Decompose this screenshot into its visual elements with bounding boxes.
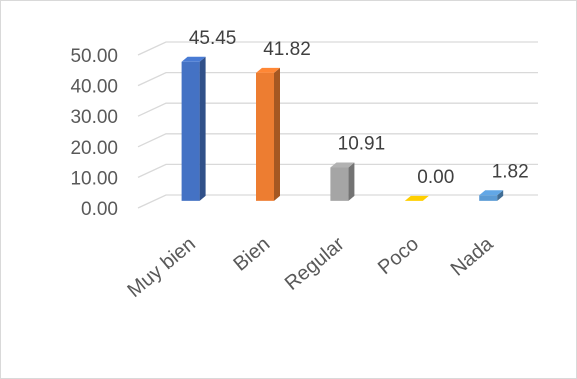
y-tick-label: 10.00 — [70, 168, 118, 189]
data-label: 0.00 — [417, 167, 454, 188]
y-tick-label: 40.00 — [70, 77, 118, 98]
y-tick-label: 20.00 — [70, 138, 118, 159]
category-label: Poco — [374, 233, 423, 279]
data-label: 41.82 — [263, 39, 311, 60]
gridline — [137, 194, 538, 209]
data-label: 10.91 — [338, 133, 386, 154]
data-label: 1.82 — [492, 161, 529, 182]
category-label: Bien — [229, 233, 274, 276]
gridline — [137, 41, 538, 56]
bar-muy-bien — [181, 56, 206, 201]
gridlines — [137, 41, 538, 209]
data-labels: 45.45 41.82 10.91 0.00 1.82 — [189, 28, 529, 188]
data-label: 45.45 — [189, 28, 237, 49]
category-label: Muy bien — [124, 233, 200, 302]
bar-bien — [256, 67, 280, 201]
x-axis-category-labels: Muy bien Bien Regular Poco Nada — [124, 232, 499, 302]
y-tick-label: 30.00 — [70, 107, 118, 128]
category-label: Nada — [447, 232, 498, 280]
bars — [181, 56, 504, 201]
bar-regular — [330, 162, 355, 201]
y-axis-tick-labels: 0.00 10.00 20.00 30.00 40.00 50.00 — [70, 46, 118, 220]
bar-nada — [479, 190, 504, 201]
category-label: Regular — [281, 233, 349, 295]
bar-poco — [404, 195, 429, 201]
gridline — [137, 133, 538, 148]
gridline — [137, 71, 538, 87]
y-tick-label: 0.00 — [81, 199, 118, 220]
gridline — [137, 102, 538, 117]
y-tick-label: 50.00 — [70, 46, 118, 67]
gridline — [137, 163, 538, 178]
